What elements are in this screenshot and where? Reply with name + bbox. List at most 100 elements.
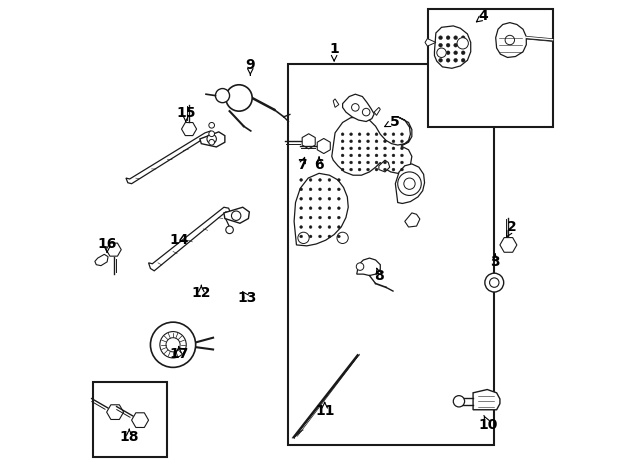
Circle shape	[226, 85, 252, 111]
Circle shape	[300, 235, 303, 238]
Circle shape	[232, 211, 241, 220]
Circle shape	[375, 147, 378, 150]
Circle shape	[453, 396, 465, 407]
Polygon shape	[425, 39, 436, 46]
Circle shape	[401, 133, 403, 136]
Circle shape	[358, 147, 361, 150]
Circle shape	[341, 133, 344, 136]
Polygon shape	[473, 390, 500, 410]
Circle shape	[438, 51, 442, 55]
Text: 6: 6	[314, 158, 324, 172]
Text: 5: 5	[390, 114, 399, 129]
Circle shape	[392, 154, 395, 157]
Polygon shape	[95, 254, 108, 266]
Polygon shape	[435, 26, 471, 68]
Polygon shape	[379, 160, 390, 172]
Circle shape	[328, 216, 331, 219]
Circle shape	[300, 207, 303, 210]
Text: 11: 11	[315, 404, 335, 418]
Text: 3: 3	[490, 255, 500, 269]
Circle shape	[337, 232, 348, 244]
Polygon shape	[404, 213, 420, 227]
Circle shape	[401, 154, 403, 157]
Circle shape	[328, 226, 331, 228]
Polygon shape	[106, 243, 121, 256]
Circle shape	[438, 43, 442, 47]
Circle shape	[446, 36, 450, 40]
Circle shape	[226, 226, 234, 234]
Circle shape	[401, 147, 403, 150]
Text: 18: 18	[120, 430, 139, 444]
Polygon shape	[333, 99, 339, 107]
Circle shape	[341, 168, 344, 171]
Circle shape	[383, 147, 387, 150]
Circle shape	[166, 338, 180, 352]
Circle shape	[341, 140, 344, 143]
Circle shape	[454, 58, 458, 62]
Text: 9: 9	[246, 58, 255, 72]
Circle shape	[341, 161, 344, 164]
Circle shape	[328, 197, 331, 200]
Polygon shape	[182, 122, 196, 136]
Circle shape	[337, 197, 340, 200]
Polygon shape	[374, 107, 380, 115]
Polygon shape	[107, 405, 124, 420]
Polygon shape	[332, 117, 412, 175]
Bar	[288, 64, 494, 445]
Circle shape	[461, 36, 465, 40]
Text: 17: 17	[169, 347, 188, 361]
Circle shape	[461, 43, 465, 47]
Circle shape	[367, 154, 369, 157]
Text: 8: 8	[374, 268, 384, 283]
Circle shape	[454, 51, 458, 55]
Circle shape	[298, 232, 309, 244]
Bar	[428, 9, 553, 127]
Circle shape	[367, 168, 369, 171]
Circle shape	[319, 235, 321, 238]
Circle shape	[383, 133, 387, 136]
Text: 4: 4	[479, 9, 488, 24]
Polygon shape	[500, 237, 517, 252]
Circle shape	[490, 278, 499, 287]
Circle shape	[392, 161, 395, 164]
Circle shape	[319, 216, 321, 219]
Circle shape	[319, 188, 321, 191]
Polygon shape	[200, 132, 225, 147]
Circle shape	[358, 140, 361, 143]
Circle shape	[309, 235, 312, 238]
Circle shape	[358, 154, 361, 157]
Polygon shape	[342, 94, 374, 122]
Circle shape	[358, 168, 361, 171]
Circle shape	[375, 133, 378, 136]
Circle shape	[457, 38, 468, 49]
Circle shape	[367, 147, 369, 150]
Circle shape	[446, 51, 450, 55]
Circle shape	[383, 140, 387, 143]
Circle shape	[446, 43, 450, 47]
Circle shape	[216, 89, 230, 103]
Circle shape	[309, 216, 312, 219]
Polygon shape	[356, 258, 380, 276]
Text: 15: 15	[176, 106, 195, 120]
Circle shape	[319, 226, 321, 228]
Circle shape	[392, 168, 395, 171]
Circle shape	[160, 332, 186, 358]
Circle shape	[356, 263, 364, 270]
Text: 12: 12	[191, 286, 211, 300]
Circle shape	[358, 133, 361, 136]
Polygon shape	[132, 413, 148, 428]
Circle shape	[341, 147, 344, 150]
Circle shape	[349, 168, 353, 171]
Circle shape	[397, 172, 421, 195]
Circle shape	[349, 140, 353, 143]
Circle shape	[349, 154, 353, 157]
Circle shape	[375, 140, 378, 143]
Circle shape	[438, 58, 442, 62]
Circle shape	[392, 140, 395, 143]
Circle shape	[375, 168, 378, 171]
Text: 1: 1	[329, 42, 339, 57]
Circle shape	[401, 140, 403, 143]
Circle shape	[461, 58, 465, 62]
Text: 2: 2	[508, 220, 517, 234]
Circle shape	[300, 179, 303, 181]
